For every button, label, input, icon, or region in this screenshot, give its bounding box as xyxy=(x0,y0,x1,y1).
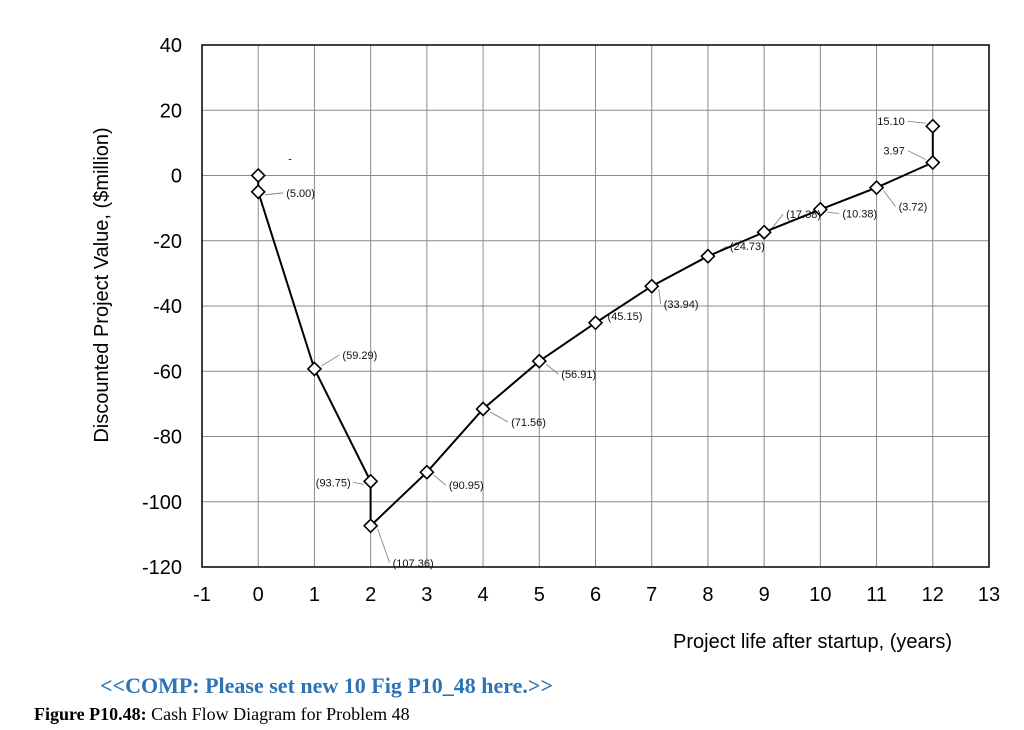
x-tick-label: 9 xyxy=(759,584,770,606)
y-tick-label: 20 xyxy=(160,100,182,122)
y-tick-label: 0 xyxy=(171,166,182,188)
x-tick-label: 5 xyxy=(534,584,545,606)
y-tick-labels: -120 -100 -80 -60 -40 -20 0 20 40 xyxy=(142,35,182,579)
x-tick-label: 8 xyxy=(702,584,713,606)
leader-line xyxy=(907,120,926,124)
x-tick-label: 2 xyxy=(365,584,376,606)
leader-line xyxy=(265,192,284,196)
data-point-marker xyxy=(363,473,379,489)
figure-caption: Figure P10.48: Cash Flow Diagram for Pro… xyxy=(34,704,410,725)
data-label: (107.36) xyxy=(393,558,434,570)
data-point-marker xyxy=(306,361,323,377)
data-labels: - (5.00) (59.29) (93.75) (107.36) (90.95) (71.… xyxy=(286,116,927,570)
y-tick-label: 40 xyxy=(160,35,182,57)
data-label: (59.29) xyxy=(342,350,377,362)
y-tick-label: -100 xyxy=(142,492,182,514)
data-label: 15.10 xyxy=(877,116,905,128)
data-label: (93.75) xyxy=(316,477,351,489)
data-point-marker xyxy=(531,353,547,369)
leader-line xyxy=(433,474,447,486)
data-point-marker xyxy=(475,401,491,417)
data-point-marker xyxy=(756,224,772,240)
leader-line xyxy=(883,190,896,207)
x-tick-label: 0 xyxy=(253,584,264,606)
data-markers xyxy=(250,118,941,534)
data-label: (56.91) xyxy=(561,369,596,381)
data-label: (3.72) xyxy=(899,202,928,214)
leader-line xyxy=(546,363,559,375)
data-label: (90.95) xyxy=(449,480,484,492)
x-tick-label: 12 xyxy=(922,584,944,606)
data-label: (33.94) xyxy=(664,299,699,311)
y-tick-label: -40 xyxy=(153,296,182,318)
x-tick-label: 10 xyxy=(809,584,831,606)
data-point-marker xyxy=(644,278,660,294)
leader-line xyxy=(907,150,926,160)
data-point-marker xyxy=(250,184,266,200)
data-point-marker xyxy=(363,518,379,534)
leader-line xyxy=(658,289,662,305)
x-tick-label: 6 xyxy=(590,584,601,606)
data-point-marker xyxy=(812,201,828,217)
leader-line xyxy=(321,354,340,367)
leader-line xyxy=(770,213,784,230)
data-label: (5.00) xyxy=(286,188,315,200)
x-tick-label: 1 xyxy=(309,584,320,606)
x-tick-label: -1 xyxy=(193,584,211,606)
leader-line xyxy=(489,411,509,423)
data-label: (71.56) xyxy=(511,417,546,429)
leader-lines xyxy=(265,120,926,563)
leader-line xyxy=(377,528,391,563)
figure-caption-text: Cash Flow Diagram for Problem 48 xyxy=(146,704,410,724)
data-label: - xyxy=(288,154,292,166)
x-tick-label: 11 xyxy=(866,584,887,606)
data-label: (24.73) xyxy=(730,241,765,253)
series-line xyxy=(257,126,934,529)
plot-frame xyxy=(201,44,990,568)
x-tick-label: 7 xyxy=(646,584,657,606)
x-tick-label: 3 xyxy=(421,584,432,606)
data-point-marker xyxy=(587,315,604,331)
data-point-marker xyxy=(925,154,941,171)
cash-flow-chart: - (5.00) (59.29) (93.75) (107.36) (90.95) (71.… xyxy=(91,35,1000,653)
data-point-marker xyxy=(868,180,885,196)
data-label: (45.15) xyxy=(608,311,643,323)
comp-note: <<COMP: Please set new 10 Fig P10_48 her… xyxy=(100,673,553,698)
x-tick-label: 13 xyxy=(978,584,1000,606)
x-axis-label: Project life after startup, (years) xyxy=(673,631,952,653)
data-point-marker xyxy=(700,248,716,264)
y-tick-label: -120 xyxy=(142,557,182,579)
leader-line xyxy=(827,211,840,214)
y-tick-label: -60 xyxy=(153,361,182,383)
x-tick-label: 4 xyxy=(478,584,489,606)
y-tick-label: -20 xyxy=(153,231,182,253)
data-label: (10.38) xyxy=(842,208,877,220)
figure-caption-label: Figure P10.48: xyxy=(34,704,147,724)
y-axis-label: Discounted Project Value, ($million) xyxy=(91,127,113,442)
y-tick-label: -80 xyxy=(153,427,182,449)
leader-line xyxy=(353,481,364,485)
data-label: (17.38) xyxy=(786,209,821,221)
x-tick-labels: -1 0 1 2 3 4 5 6 7 8 9 10 11 12 13 xyxy=(193,584,1000,606)
data-point-marker xyxy=(419,464,435,480)
data-point-marker xyxy=(925,118,941,134)
data-point-marker xyxy=(250,167,266,184)
data-label: 3.97 xyxy=(883,146,904,158)
